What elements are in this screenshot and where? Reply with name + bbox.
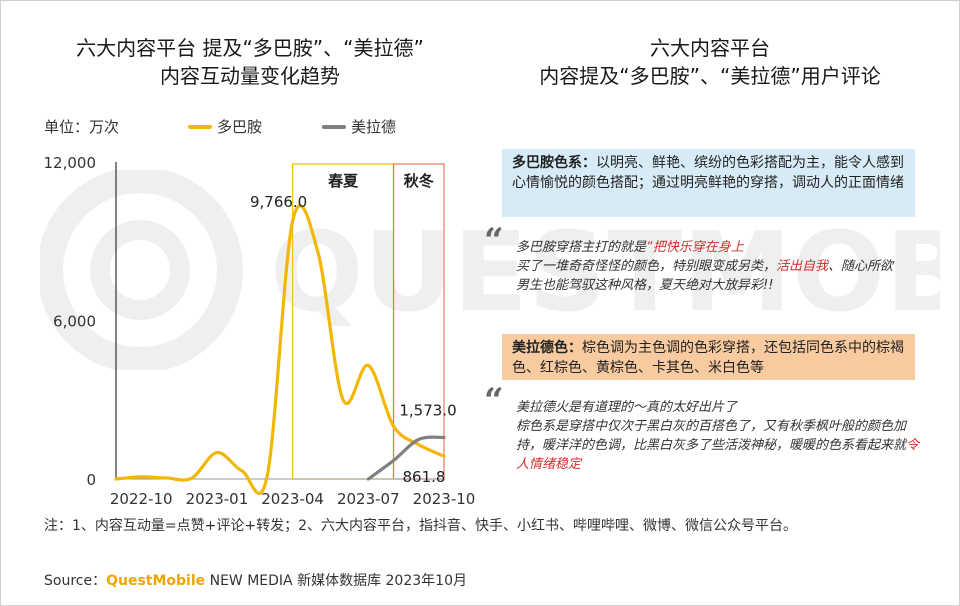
quote1-line2: 买了一堆奇奇怪怪的颜色，特别眼变成另类，: [516, 259, 777, 274]
quote1-line1: 多巴胺穿搭主打的就是: [516, 240, 647, 255]
legend-swatch-maillard: [322, 124, 346, 129]
left-title: 六大内容平台 提及“多巴胺”、“美拉德” 内容互动量变化趋势: [40, 34, 460, 90]
watermark-logo: QUESTMOBILE: [40, 170, 940, 370]
season-region-0: [292, 163, 395, 480]
maillard-box-title: 美拉德色：: [512, 340, 582, 356]
legend-swatch-dopamine: [188, 124, 212, 129]
source-rest: NEW MEDIA 新媒体数据库 2023年10月: [205, 573, 467, 589]
x-tick-label: 2023-07: [337, 490, 400, 508]
quote2-highlight: 令人情绪稳定: [516, 438, 920, 472]
legend-item-dopamine: 多巴胺: [188, 116, 262, 137]
season-region-label-1: 秋冬: [404, 172, 434, 190]
footnote: 注：1、内容互动量=点赞+评论+转发；2、六大内容平台，指抖音、快手、小红书、哔…: [44, 518, 798, 534]
quote2-line1: 美拉德火是有道理的～真的太好出片了: [516, 400, 738, 415]
quote2-body: 棕色系是穿搭中仅次于黑白灰的百搭色了，又有秋季枫叶般的颜色加持，暖洋洋的色调，比…: [516, 419, 907, 453]
quote1-highlight1: “把快乐穿在身上: [646, 240, 744, 255]
source-line: Source：QuestMobile NEW MEDIA 新媒体数据库 2023…: [44, 570, 467, 590]
dopamine-description-box: 多巴胺色系：以明亮、鲜艳、缤纷的色彩搭配为主，能令人感到心情愉悦的颜色搭配；通过…: [502, 149, 915, 217]
y-tick-label: 12,000: [44, 154, 97, 172]
left-title-line2: 内容互动量变化趋势: [160, 64, 340, 88]
season-region-label-0: 春夏: [328, 172, 359, 190]
legend-label-maillard: 美拉德: [351, 118, 397, 136]
data-label: 861.8: [403, 468, 446, 486]
right-title-line1: 六大内容平台: [650, 36, 770, 60]
quote1-highlight2: 活出自我: [776, 259, 829, 274]
x-tick-label: 2023-10: [413, 490, 476, 508]
maillard-user-quote: “ 美拉德火是有道理的～真的太好出片了 棕色系是穿搭中仅次于黑白灰的百搭色了，又…: [480, 384, 920, 474]
quote1-line3: 男生也能驾驭这种风格，夏天绝对大放异彩!!: [516, 278, 774, 293]
y-tick-label: 6,000: [53, 313, 96, 331]
data-label: 1,573.0: [399, 401, 456, 419]
quote1-line2-end: 、随心所欲: [828, 259, 894, 274]
data-label: 9,766.0: [250, 193, 307, 211]
maillard-description-box: 美拉德色：棕色调为主色调的色彩穿搭，还包括同色系中的棕褐色、红棕色、黄棕色、卡其…: [502, 334, 915, 380]
source-brand: QuestMobile: [106, 573, 206, 589]
source-prefix: Source：: [44, 573, 107, 589]
legend-item-maillard: 美拉德: [322, 116, 396, 137]
x-tick-label: 2023-01: [186, 490, 249, 508]
dopamine-box-text: 以明亮、鲜艳、缤纷的色彩搭配为主，能令人感到心情愉悦的颜色搭配；通过明亮鲜艳的穿…: [512, 155, 904, 191]
dopamine-box-title: 多巴胺色系：: [512, 155, 596, 171]
dopamine-user-quote: “ 多巴胺穿搭主打的就是“把快乐穿在身上 买了一堆奇奇怪怪的颜色，特别眼变成另类…: [480, 224, 920, 295]
watermark-text: QUESTMOBILE: [270, 208, 940, 336]
maillard-box-text: 棕色调为主色调的色彩穿搭，还包括同色系中的棕褐色、红棕色、黄棕色、卡其色、米白色…: [512, 340, 904, 376]
quote-mark-icon: “: [484, 381, 504, 421]
x-tick-label: 2022-10: [110, 490, 173, 508]
series-line-1: [366, 435, 446, 481]
series-line-0: [114, 204, 446, 495]
right-title-line2: 内容提及“多巴胺”、“美拉德”用户评论: [539, 64, 881, 88]
y-tick-label: 0: [86, 471, 96, 489]
legend-label-dopamine: 多巴胺: [217, 118, 263, 136]
left-title-line1: 六大内容平台 提及“多巴胺”、“美拉德”: [76, 36, 424, 60]
right-title: 六大内容平台 内容提及“多巴胺”、“美拉德”用户评论: [500, 34, 920, 90]
season-region-1: [392, 163, 445, 480]
unit-label: 单位：万次: [44, 118, 120, 136]
x-tick-label: 2023-04: [261, 490, 324, 508]
quote-mark-icon: “: [484, 221, 504, 261]
